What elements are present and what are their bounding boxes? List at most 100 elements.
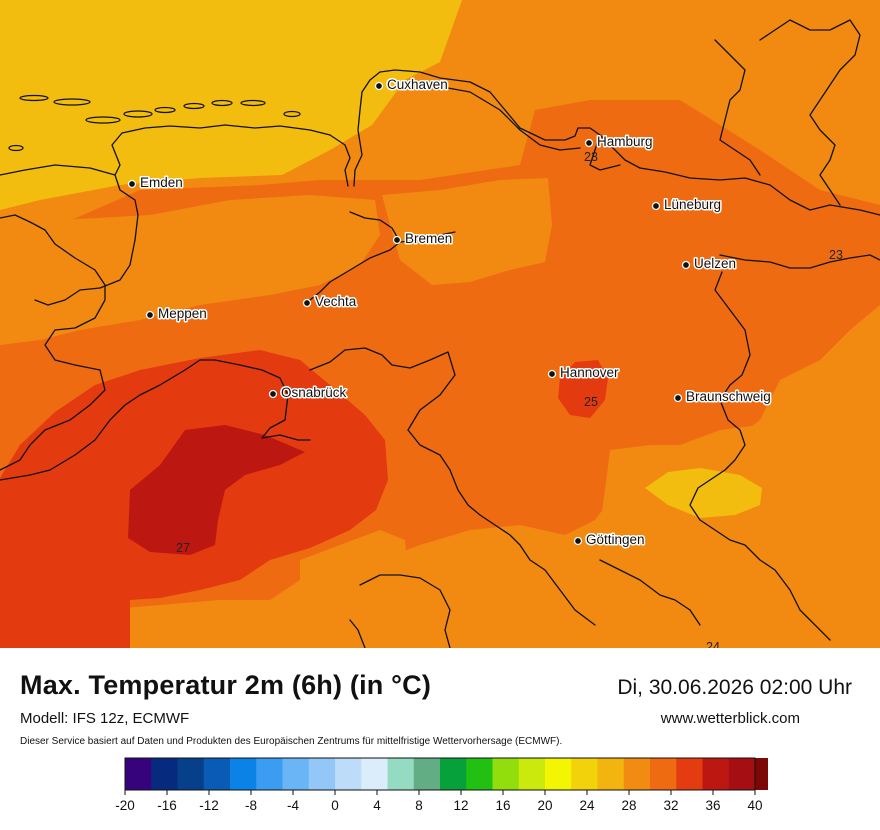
border-state-1 [214,359,311,441]
city-emden[interactable]: Emden [127,174,184,192]
border-misc-1 [309,211,401,301]
city-hannover[interactable]: Hannover [547,364,621,382]
city-osnabrueck[interactable]: Osnabrück [268,384,348,402]
border-state-4 [349,619,366,648]
border-nrw-west [0,359,216,481]
page-title: Max. Temperatur 2m (6h) (in °C) [20,670,432,700]
isoline-label: 23 [584,150,598,164]
colorbar-tick-label: 8 [415,798,423,813]
colorbar-swatch [440,758,467,790]
city-braunschweig[interactable]: Braunschweig [673,388,772,406]
colorbar-swatch [755,758,768,790]
city-label: Hannover [560,365,619,380]
city-label: Uelzen [694,256,736,271]
footer: Max. Temperatur 2m (6h) (in °C) Modell: … [0,648,880,830]
colorbar-tick-label: 36 [705,798,720,813]
colorbar-swatch [466,758,493,790]
island-2 [53,98,91,106]
city-vechta[interactable]: Vechta [302,293,358,311]
colorbar-tick-label: 40 [747,798,762,813]
city-marker [651,201,661,211]
border-east-2 [759,19,861,206]
colorbar-ticks: -20 -16 -12 -8 -4 0 4 8 12 16 20 24 28 32 36 40 [115,790,763,813]
forecast-datetime: Di, 30.06.2026 02:00 Uhr [617,676,852,699]
city-label: Emden [140,175,183,190]
temperature-map: Cuxhaven Hamburg Emden Lüneburg Bremen U… [0,0,880,648]
city-marker [573,536,583,546]
field-20-22-east [645,468,762,518]
isoline-labels: 23 23 25 27 24 [176,150,843,648]
colorbar-swatch [623,758,651,790]
temperature-fields [0,0,880,648]
colorbar-tick-label: -20 [115,798,135,813]
border-sachsen-anhalt [689,271,831,641]
city-goettingen[interactable]: Göttingen [573,531,646,549]
colorbar-swatch [571,758,598,790]
colorbar-tick-label: -4 [287,798,299,813]
colorbar-tick-label: 24 [579,798,595,813]
isoline-label: 27 [176,541,190,555]
colorbar-swatch [387,758,415,790]
colorbar-swatch [728,758,756,790]
colorbar-swatch [230,758,257,790]
colorbar-tick-label: -16 [157,798,177,813]
coastline-and-borders [0,19,880,648]
island-4 [123,110,153,118]
island-10 [8,144,24,152]
field-26-28-hannover [558,360,608,418]
colorbar-swatch [702,758,730,790]
city-hamburg[interactable]: Hamburg [584,133,654,151]
city-marker [145,310,155,320]
city-marker [681,260,691,270]
field-22-24-west [0,195,380,345]
city-label: Braunschweig [686,389,771,404]
city-label: Hamburg [597,134,653,149]
field-28-30 [128,425,305,555]
colorbar-tick-label: 0 [331,798,339,813]
city-uelzen[interactable]: Uelzen [681,255,738,273]
frisian-islands [8,94,301,152]
colorbar-swatch [256,758,283,790]
island-1 [19,94,49,102]
island-8 [240,99,266,107]
coastline-weser [353,69,641,187]
field-22-24-south [300,530,408,620]
city-meppen[interactable]: Meppen [145,305,208,323]
city-label: Bremen [405,231,452,246]
field-22-24-south2 [560,555,660,630]
city-marker [673,393,683,403]
colorbar-tick-label: 32 [663,798,678,813]
field-20-22-north [0,0,462,210]
colorbar-swatch [125,758,152,790]
border-state-2 [309,347,596,626]
colorbar-tick-label: 20 [537,798,552,813]
colorbar-swatch [492,758,520,790]
disclaimer: Dieser Service basiert auf Daten und Pro… [20,736,563,747]
colorbar-swatch [361,758,388,790]
city-marker [392,235,402,245]
city-label: Vechta [315,294,357,309]
island-7 [211,99,233,107]
cities: Cuxhaven Hamburg Emden Lüneburg Bremen U… [127,76,772,549]
city-lueneburg[interactable]: Lüneburg [651,196,723,214]
isoline-label: 23 [829,248,843,262]
city-cuxhaven[interactable]: Cuxhaven [374,76,449,94]
colorbar-swatch [335,758,362,790]
island-3 [85,116,121,124]
colorbar-tick-label: -12 [199,798,219,813]
border-nl [0,214,106,471]
border-misc-2 [399,231,456,243]
colorbar-tick-label: -8 [245,798,257,813]
border-misc-3 [589,134,621,171]
website-link[interactable]: www.wetterblick.com [660,710,800,727]
city-label: Osnabrück [281,385,347,400]
colorbar-tick-label: 28 [621,798,636,813]
colorbar-tick-label: 12 [453,798,468,813]
city-label: Cuxhaven [387,77,448,92]
city-label: Lüneburg [664,197,721,212]
colorbar-tick-label: 4 [373,798,381,813]
island-6 [183,102,205,110]
city-bremen[interactable]: Bremen [392,230,454,248]
colorbar-swatch [676,758,703,790]
dollart [34,174,139,306]
